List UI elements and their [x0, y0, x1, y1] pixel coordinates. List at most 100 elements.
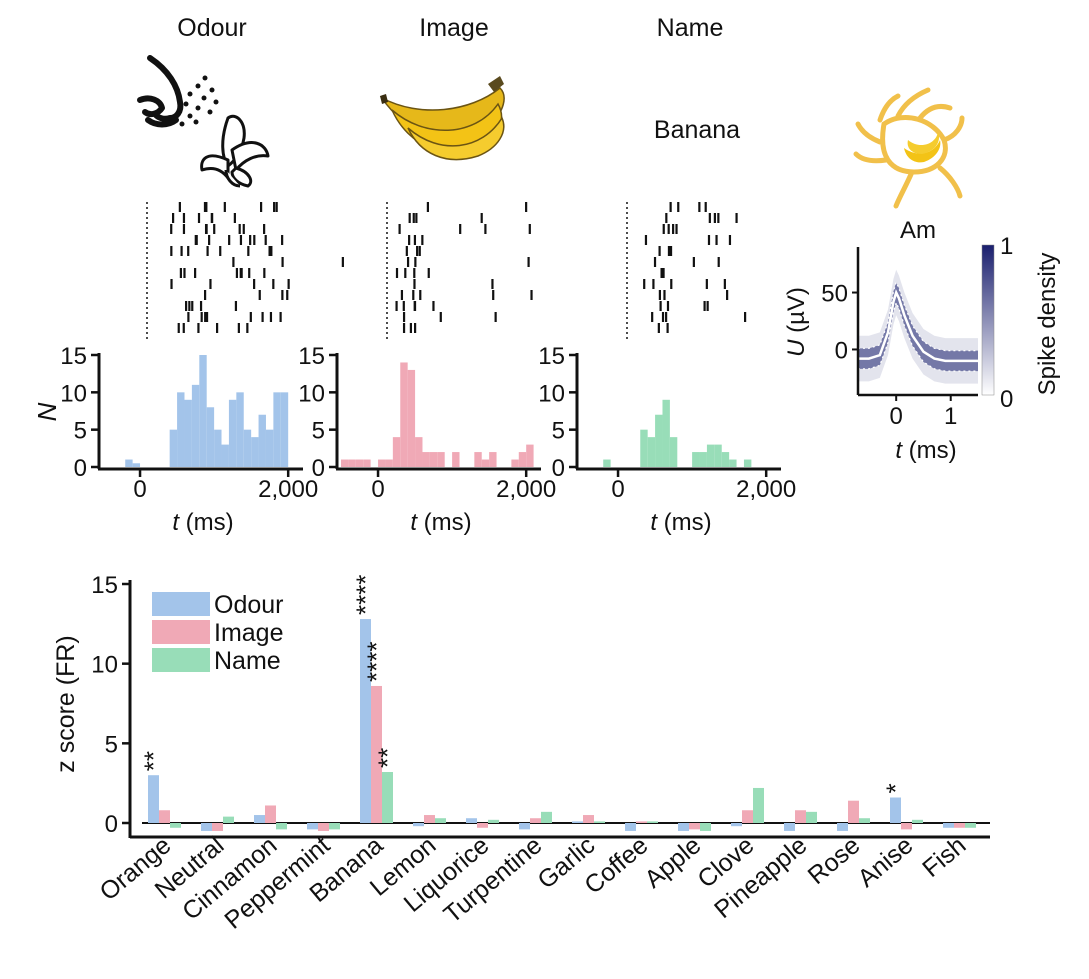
psth-bar	[132, 463, 141, 467]
image-title: Image	[419, 14, 488, 42]
z-bar	[223, 816, 234, 823]
spike-tick	[658, 290, 661, 300]
psth-bar	[415, 437, 423, 467]
spike-tick	[459, 224, 462, 234]
spike-tick	[418, 246, 421, 256]
z-bar	[837, 823, 848, 831]
spike-tick	[432, 301, 435, 311]
spike-tick	[228, 235, 231, 245]
spike-tick	[219, 246, 222, 256]
z-bar	[148, 775, 159, 823]
spike-tick	[406, 257, 410, 267]
z-bar	[859, 818, 870, 823]
spike-tick	[178, 202, 181, 212]
psth-bar	[407, 369, 416, 467]
y-tick-label: 5	[552, 418, 565, 445]
spike-tick	[723, 279, 726, 289]
spike-tick	[416, 246, 419, 256]
spike-tick	[480, 213, 483, 223]
y-axis-label-unit: (µV)	[783, 287, 810, 340]
sd-lower	[858, 301, 978, 372]
legend-swatch	[152, 648, 210, 672]
psth-bar	[206, 407, 215, 467]
psth-bar	[385, 459, 393, 467]
peeled-banana-icon	[200, 114, 270, 188]
spike-tick	[728, 235, 732, 245]
psth-bar	[273, 392, 281, 467]
odour-title: Odour	[177, 14, 246, 42]
legend-label: Image	[214, 619, 283, 647]
y-tick-label: 0	[105, 811, 118, 838]
spike-tick	[665, 213, 668, 223]
x-axis-label: t (ms)	[895, 437, 956, 464]
psth-bar	[721, 452, 730, 467]
y-axis-label-var: U	[783, 339, 810, 357]
z-bar	[572, 821, 583, 823]
y-tick-label: 0	[835, 337, 848, 364]
spike-tick	[735, 213, 738, 223]
spike-tick	[660, 268, 663, 278]
spike-tick	[273, 202, 276, 212]
spike-tick	[395, 268, 399, 278]
spike-tick	[269, 312, 273, 322]
spike-tick	[715, 235, 718, 245]
psth-bar	[640, 429, 648, 467]
z-bar	[731, 823, 742, 827]
psth-bar	[662, 399, 670, 467]
spike-tick	[677, 202, 680, 212]
z-bar	[276, 823, 287, 830]
x-axis-label-unit: (ms)	[417, 509, 472, 536]
psth-bar	[348, 459, 356, 467]
psth-bar	[706, 444, 715, 467]
spike-waveform-chart: 0 50 0 1 t (ms) U (µV) 1 0 Spike density	[783, 233, 1061, 464]
spike-tick	[286, 290, 289, 300]
spike-tick	[281, 235, 284, 245]
z-bar	[700, 823, 711, 831]
spike-tick	[667, 246, 671, 256]
z-bar	[636, 821, 647, 823]
density-band-inner	[858, 282, 978, 372]
psth-bar	[743, 459, 752, 467]
spike-tick	[413, 235, 417, 245]
psth-bar	[603, 459, 611, 467]
spike-tick	[413, 323, 417, 333]
x-tick-label: 0	[890, 403, 903, 430]
category-label: Apple	[639, 831, 706, 894]
z-bar	[742, 810, 753, 823]
spike-tick	[281, 290, 284, 300]
spike-tick	[528, 224, 531, 234]
spike-tick	[246, 323, 249, 333]
z-bar	[360, 619, 371, 823]
x-tick-label: 2,000	[496, 476, 556, 503]
spike-tick	[703, 301, 706, 311]
spike-tick	[663, 290, 666, 300]
spike-tick	[667, 224, 670, 234]
psth-bar	[669, 437, 678, 467]
psth-bar	[489, 452, 497, 467]
name-psth-chart: 0 5 10 15 0 2,000 t (ms)	[538, 343, 796, 536]
z-bar	[943, 823, 954, 828]
image-psth-chart: 0 5 10 15 0 2,000 t (ms)	[298, 343, 556, 536]
name-title: Name	[657, 14, 724, 42]
z-bar	[625, 823, 636, 831]
spike-tick	[170, 246, 173, 256]
z-bar	[477, 823, 488, 828]
x-axis-label: t (ms)	[650, 509, 711, 536]
z-bar	[795, 810, 806, 823]
spike-tick	[242, 224, 245, 234]
spike-tick	[287, 279, 290, 289]
z-bar	[912, 819, 923, 823]
z-bar	[424, 815, 435, 823]
z-bar	[254, 815, 265, 823]
legend-label: Odour	[214, 591, 283, 619]
z-bar	[329, 823, 340, 830]
y-tick-label: 5	[74, 418, 87, 445]
spike-tick	[717, 257, 720, 267]
colorbar-tick-max: 1	[1000, 233, 1013, 260]
spike-tick	[412, 290, 415, 300]
spike-tick	[527, 257, 530, 267]
z-bar	[583, 815, 594, 823]
spike-tick	[659, 301, 662, 311]
psth-bar	[729, 459, 737, 467]
